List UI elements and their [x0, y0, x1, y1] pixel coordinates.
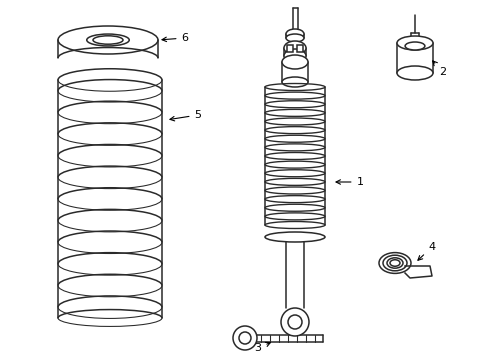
- Bar: [287, 45, 293, 52]
- Bar: [297, 45, 303, 52]
- Ellipse shape: [288, 315, 302, 329]
- Ellipse shape: [282, 55, 308, 69]
- Ellipse shape: [233, 326, 257, 350]
- Ellipse shape: [284, 49, 306, 63]
- Ellipse shape: [93, 36, 123, 44]
- Text: 6: 6: [162, 33, 189, 43]
- Ellipse shape: [58, 26, 158, 54]
- Ellipse shape: [397, 66, 433, 80]
- Text: 2: 2: [433, 61, 446, 77]
- Ellipse shape: [282, 77, 308, 87]
- Text: 3: 3: [254, 342, 270, 353]
- Text: 5: 5: [170, 110, 201, 121]
- Text: 4: 4: [418, 242, 436, 260]
- Ellipse shape: [286, 34, 304, 42]
- Ellipse shape: [281, 308, 309, 336]
- Text: 1: 1: [336, 177, 364, 187]
- Ellipse shape: [239, 332, 251, 344]
- Ellipse shape: [265, 232, 325, 242]
- Ellipse shape: [379, 253, 411, 273]
- Ellipse shape: [286, 29, 304, 39]
- Ellipse shape: [284, 41, 306, 55]
- Ellipse shape: [405, 42, 425, 50]
- Ellipse shape: [397, 36, 433, 50]
